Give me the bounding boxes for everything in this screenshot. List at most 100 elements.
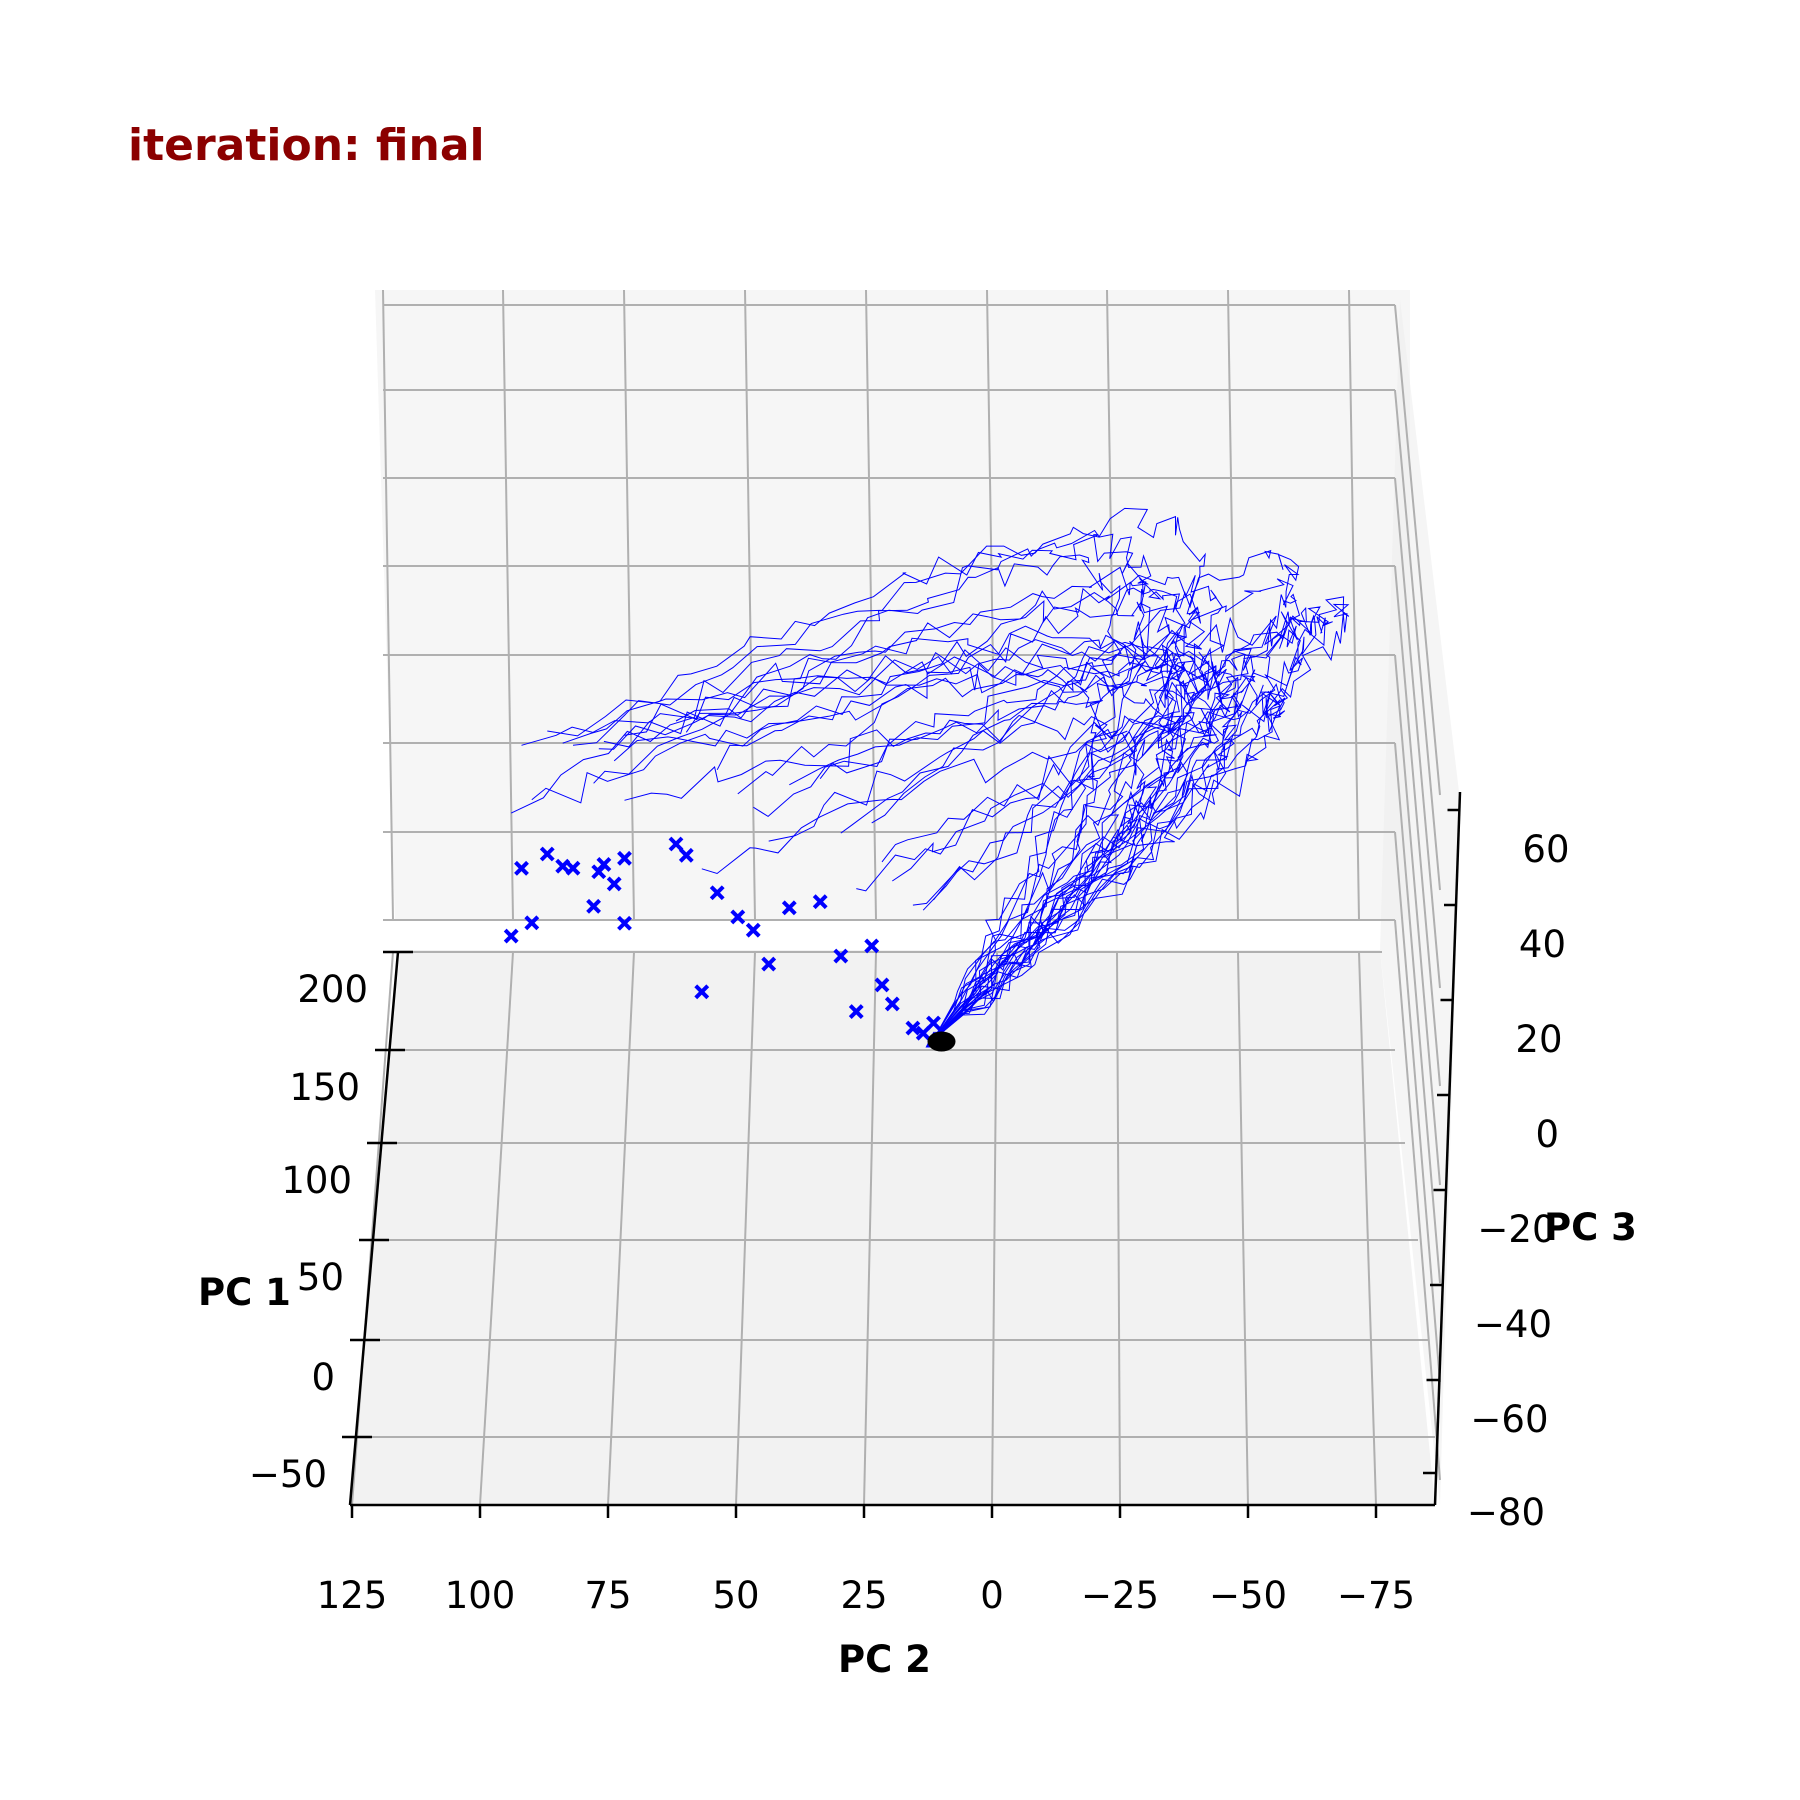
trajectory-line (701, 708, 1229, 1040)
end-marker (709, 885, 725, 901)
trajectory-line (737, 587, 1206, 1040)
grid-line (1394, 654, 1441, 1186)
grid-line (735, 951, 756, 1506)
end-marker (565, 860, 581, 876)
trajectory-line (892, 648, 1256, 1040)
grid-line (1394, 389, 1441, 891)
trajectory-line (572, 507, 1206, 1040)
grid-lines (351, 289, 1441, 1506)
pc1-tick-label: −50 (249, 1453, 327, 1496)
grid-line (623, 289, 635, 921)
pc3-tick-label: 60 (1522, 828, 1569, 871)
end-marker (848, 1004, 864, 1020)
end-markers (503, 836, 941, 1041)
trajectory-line (562, 534, 1146, 1040)
end-marker (745, 922, 761, 938)
pc1-tick-label: 50 (297, 1256, 344, 1299)
end-marker (905, 1020, 921, 1036)
end-marker (833, 948, 849, 964)
trajectory-line (768, 650, 1224, 1040)
grid-line (1116, 951, 1121, 1506)
pc3-tick-label: 0 (1535, 1113, 1559, 1156)
grid-line (863, 951, 877, 1506)
pc2-tick-label: 125 (317, 1574, 388, 1617)
start-markers (925, 1031, 956, 1052)
trajectory-line (840, 578, 1301, 1040)
pc2-tick-label: −25 (1081, 1574, 1159, 1617)
right-wall-panel (1380, 300, 1460, 1505)
grid-line (865, 289, 877, 921)
end-marker (586, 898, 602, 914)
end-marker (555, 858, 571, 874)
end-marker (761, 956, 777, 972)
pc2-tick-label: 0 (980, 1574, 1004, 1617)
back-wall-panel (375, 290, 1410, 920)
trajectory-line (531, 662, 1114, 1040)
grid-line (479, 951, 514, 1506)
end-marker (884, 996, 900, 1012)
pc2-tick-label: −50 (1209, 1574, 1287, 1617)
end-marker (730, 909, 746, 925)
trajectory-line (624, 590, 1188, 1040)
grid-line (744, 289, 756, 921)
pc3-ticks: −80 −60 −40 −20 0 20 40 60 (1423, 808, 1570, 1534)
grid-line (607, 951, 635, 1506)
pc1-tick-label: 100 (281, 1159, 352, 1202)
pc1-tick-label: 200 (297, 968, 368, 1011)
grid-line (991, 951, 998, 1506)
end-marker (694, 984, 710, 1000)
trajectory-line (624, 714, 1146, 1040)
grid-line (1394, 565, 1441, 1087)
end-marker (678, 847, 694, 863)
pc1-axis-label: PC 1 (198, 1271, 291, 1314)
pc1-tick-label: 0 (311, 1356, 335, 1399)
pc3-axis-label: PC 3 (1544, 1206, 1637, 1249)
trajectory-line (933, 596, 1350, 1040)
grid-line (382, 289, 394, 921)
pc3-tick-label: −20 (1477, 1208, 1555, 1251)
grid-line (1394, 919, 1441, 1481)
grid-line (502, 289, 514, 921)
pc2-tick-label: 75 (584, 1574, 631, 1617)
grid-line (1394, 304, 1441, 796)
grid-line (1394, 742, 1441, 1284)
trajectory-line (789, 615, 1304, 1040)
pc2-tick-label: −75 (1337, 1574, 1415, 1617)
end-marker (503, 928, 519, 944)
grid-line (1237, 951, 1249, 1506)
pc3-tick-label: −80 (1467, 1491, 1545, 1534)
end-marker (524, 915, 540, 931)
floor-panel (350, 950, 1435, 1505)
trajectory-line (922, 606, 1317, 1040)
grid-line (1348, 289, 1360, 921)
pc3-tick-label: 40 (1519, 923, 1566, 966)
end-marker (596, 856, 612, 872)
end-marker (668, 836, 684, 852)
origin-marker (927, 1031, 956, 1052)
grid-line (1358, 951, 1377, 1506)
end-marker (812, 894, 828, 910)
pc3-tick-label: −40 (1474, 1303, 1552, 1346)
pc2-tick-label: 100 (445, 1574, 516, 1617)
pc3-axis-line (1433, 791, 1462, 1506)
grid-line (1394, 831, 1441, 1383)
end-marker (864, 938, 880, 954)
end-marker (617, 915, 632, 931)
trajectory-line (510, 554, 1122, 1040)
end-marker (617, 850, 632, 866)
trajectory-line (871, 549, 1300, 1040)
trajectory-line (716, 578, 1187, 1040)
trajectory-line (547, 625, 1195, 1040)
grid-line (1227, 289, 1239, 921)
trajectory-lines (510, 507, 1350, 1040)
end-marker (915, 1025, 931, 1041)
grid-line (1394, 477, 1441, 989)
pc3-tick-label: −60 (1470, 1398, 1548, 1441)
pc3-tick-label: 20 (1515, 1018, 1562, 1061)
trajectory-line (881, 676, 1285, 1040)
end-marker (926, 1015, 941, 1031)
pc1-ticks: −50 0 50 100 150 200 (249, 950, 413, 1496)
pc1-tick-label: 150 (289, 1066, 360, 1109)
end-marker (539, 846, 555, 862)
